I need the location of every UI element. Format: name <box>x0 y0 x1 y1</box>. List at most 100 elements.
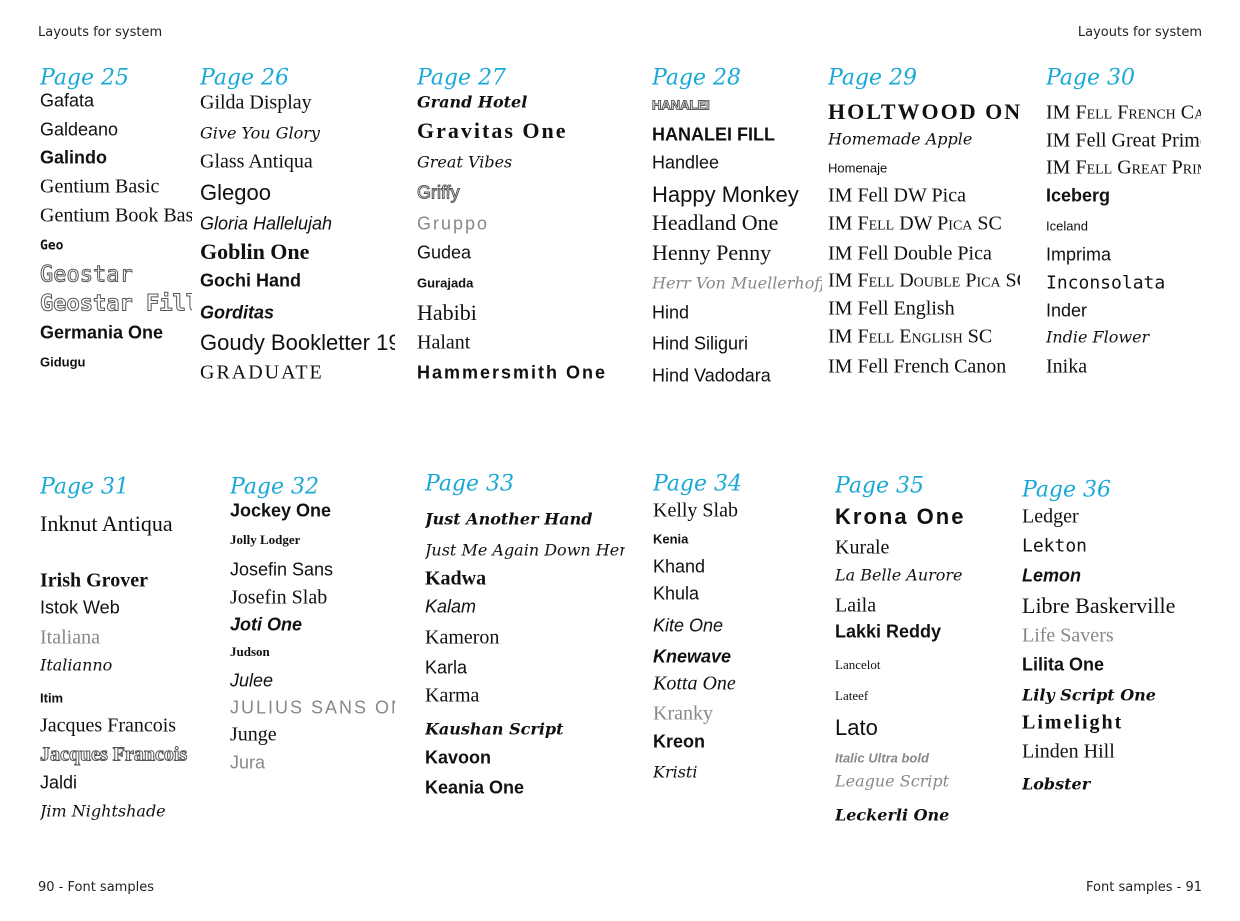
footer-right: Font samples - 91 <box>1086 880 1202 895</box>
font-sample: Khand <box>653 556 706 577</box>
page-column-27: Page 27 Grand Hotel Gravitas One Great Vibe… <box>417 0 612 921</box>
font-sample: Gruppo <box>417 213 490 234</box>
font-sample: Junge <box>230 723 277 746</box>
font-sample: Inder <box>1046 300 1088 321</box>
footer-left: 90 - Font samples <box>38 880 154 895</box>
font-sample: Headland One <box>652 210 779 235</box>
font-sample: Hammersmith One <box>417 362 608 383</box>
font-sample: IM Fell DW Pica SC <box>828 212 1002 235</box>
font-sample: Geostar Fill <box>40 291 192 317</box>
font-sample: Kalam <box>425 596 477 617</box>
font-sample: Kadwa <box>425 567 487 590</box>
font-sample: Josefin Sans <box>230 559 334 580</box>
font-sample: IM Fell DW Pica <box>828 184 966 207</box>
font-sample: Inknut Antiqua <box>40 511 173 536</box>
font-sample: Grand Hotel <box>417 92 528 112</box>
font-sample: HANALEI FILL <box>652 124 775 145</box>
page-column-26: Page 26 Gilda Display Give You Glory Glass … <box>200 0 395 921</box>
font-sample: Kaushan Script <box>425 719 564 739</box>
font-sample: Italianno <box>40 655 113 675</box>
font-sample: Imprima <box>1046 244 1112 265</box>
font-sample: Jolly Lodger <box>230 532 301 547</box>
font-sample: Lemon <box>1022 565 1082 586</box>
font-sample: Istok Web <box>40 597 120 618</box>
font-sample: Habibi <box>417 300 477 325</box>
font-sample: Josefin Slab <box>230 586 328 609</box>
font-sample: Homenaje <box>828 160 888 176</box>
font-sample: Khula <box>653 583 700 604</box>
page-heading: Page 25 <box>40 65 130 91</box>
font-sample: Geostar <box>40 262 133 288</box>
font-sample: Hind Vadodara <box>652 365 771 386</box>
font-sample: Gorditas <box>200 302 275 323</box>
font-sample: Kelly Slab <box>653 499 738 522</box>
font-sample: Jaldi <box>40 772 78 793</box>
font-sample: Geo <box>40 238 64 254</box>
font-sample: Iceberg <box>1046 185 1111 206</box>
font-sample: Ledger <box>1022 505 1079 528</box>
font-sample: IM Fell French Canon SC <box>1046 101 1201 124</box>
font-sample: Gloria Hallelujah <box>200 213 333 234</box>
font-sample: Gentium Basic <box>40 175 160 198</box>
font-sample: Kreon <box>653 731 706 752</box>
font-sample: Just Another Hand <box>425 509 593 529</box>
page-heading: Page 27 <box>417 65 507 91</box>
font-sample: Jacques Francois <box>40 714 177 737</box>
font-sample: Lakki Reddy <box>835 621 942 642</box>
font-sample: Glegoo <box>200 180 271 205</box>
font-sample: Just Me Again Down Here <box>425 540 625 560</box>
page-column-32: Page 32 Jockey One Jolly Lodger Josefin San… <box>230 0 395 921</box>
font-sample: Joti One <box>230 614 303 635</box>
font-sample: IM Fell Great Primer <box>1046 129 1201 152</box>
page-heading: Page 26 <box>200 65 290 91</box>
page-heading: Page 31 <box>40 474 130 500</box>
font-sample: Halant <box>417 331 471 354</box>
font-sample: IM Fell English SC <box>828 325 993 348</box>
font-sample: GRADUATE <box>200 361 324 384</box>
font-sample: Jura <box>230 752 266 773</box>
page-column-35: Page 35 Krona One Kurale La Belle Aurore Lai… <box>835 0 1015 921</box>
font-sample: Karla <box>425 657 468 678</box>
font-sample: Great Vibes <box>417 152 513 172</box>
font-sample: Handlee <box>652 152 720 173</box>
page-column-29: Page 29 HOLTWOOD ONE SC Homemade Apple Home… <box>828 0 1020 921</box>
font-sample: Kavoon <box>425 747 492 768</box>
font-sample: Happy Monkey <box>652 182 799 207</box>
font-sample: Gudea <box>417 242 472 263</box>
font-sample: Gravitas One <box>417 118 568 143</box>
font-sample: Itim <box>40 690 64 706</box>
font-sample: Goblin One <box>200 239 310 264</box>
font-sample: Limelight <box>1022 711 1124 734</box>
font-sample: Lily Script One <box>1022 685 1156 705</box>
font-sample: Indie Flower <box>1046 327 1150 347</box>
font-sample: Italiana <box>40 626 100 649</box>
font-sample: League Script <box>835 771 950 791</box>
font-sample: Gurajada <box>417 275 474 291</box>
page-column-25: Page 25 Gafata Galdeano Galindo Gentium Basi… <box>40 0 192 921</box>
font-sample: Karma <box>425 684 480 707</box>
font-sample: Life Savers <box>1022 624 1114 647</box>
font-sample: Libre Baskerville <box>1022 593 1176 618</box>
font-sample: Krona One <box>835 504 966 529</box>
running-header-left: Layouts for system <box>38 25 163 40</box>
font-sample: Kurale <box>835 536 890 559</box>
font-sample: HANALEI <box>652 97 710 113</box>
font-sample: Lateef <box>835 688 869 703</box>
page-heading: Page 29 <box>828 65 918 91</box>
font-sample: Judson <box>230 644 270 659</box>
font-sample: Julee <box>230 670 274 691</box>
page-heading: Page 32 <box>230 474 320 500</box>
font-sample: IM Fell English <box>828 297 955 320</box>
font-sample: Gentium Book Basic <box>40 204 192 227</box>
font-sample: La Belle Aurore <box>835 565 963 585</box>
font-sample: Irish Grover <box>40 569 148 592</box>
font-sample: Germania One <box>40 322 164 343</box>
font-sample: Galdeano <box>40 119 119 140</box>
font-sample: HOLTWOOD ONE SC <box>828 99 1020 124</box>
font-sample: Leckerli One <box>835 805 950 825</box>
font-sample: Jockey One <box>230 500 332 521</box>
font-sample: Inconsolata <box>1046 272 1166 294</box>
font-sample: Hind Siliguri <box>652 333 749 354</box>
page-heading: Page 30 <box>1046 65 1136 91</box>
font-sample: Knewave <box>653 646 732 667</box>
